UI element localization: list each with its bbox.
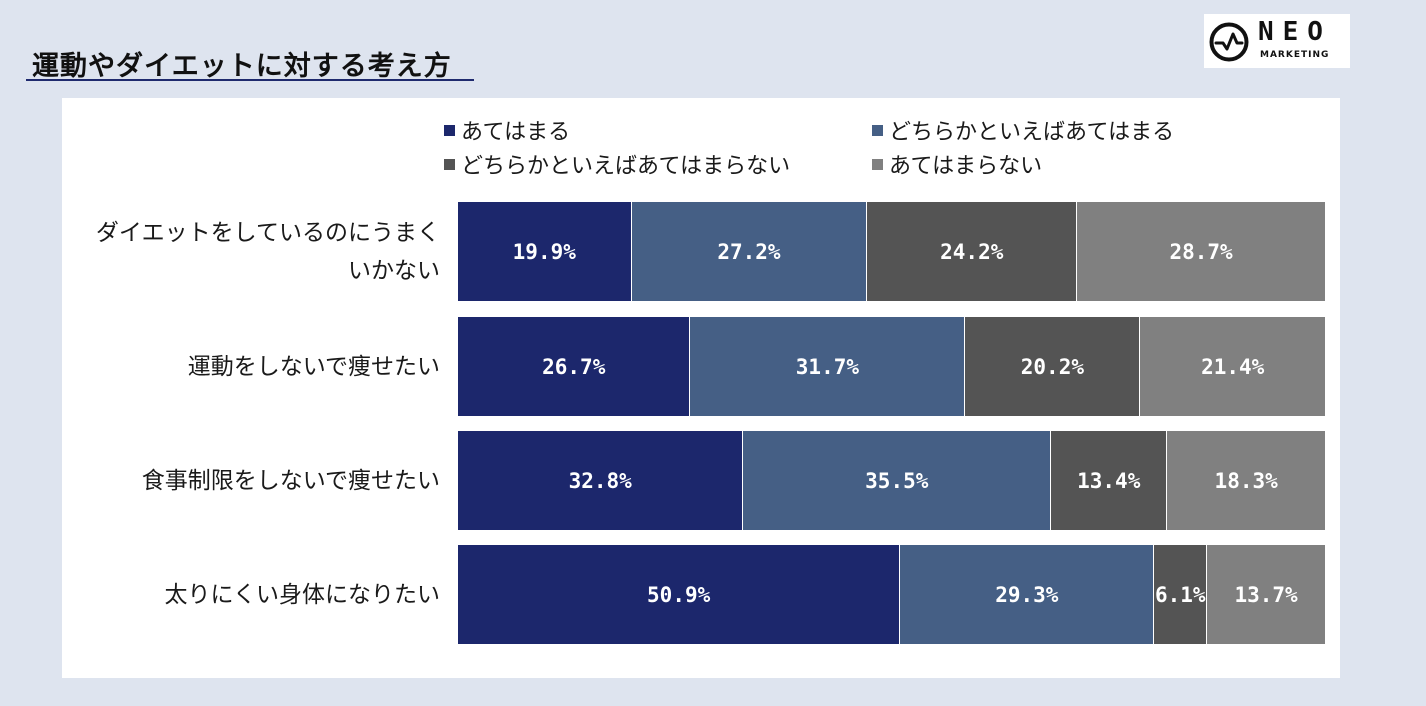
bar-segment: 18.3% <box>1166 431 1325 530</box>
bar-segment: 13.4% <box>1050 431 1167 530</box>
data-label: 26.7% <box>542 354 606 379</box>
logo-subtext: MARKETING <box>1260 50 1330 60</box>
category-label-line: いかない <box>348 257 440 284</box>
data-label: 19.9% <box>512 239 576 264</box>
bar-segment: 31.7% <box>689 317 965 416</box>
data-label: 27.2% <box>717 239 781 264</box>
data-label: 35.5% <box>865 468 929 493</box>
legend-item: どちらかといえばあてはまる <box>872 114 1174 146</box>
category-label-line: ダイエットをしているのにうまく <box>95 219 440 246</box>
legend-label: あてはまる <box>461 120 571 145</box>
page-title: 運動やダイエットに対する考え方 <box>32 51 452 82</box>
bar-segment: 50.9% <box>458 545 900 644</box>
data-label: 6.1% <box>1154 582 1206 607</box>
data-label: 28.7% <box>1169 239 1233 264</box>
neo-marketing-logo: NEO MARKETING <box>1204 14 1350 68</box>
chart-panel: あてはまる どちらかといえばあてはまるどちらかといえばあてはまらない あてはまらない… <box>62 98 1340 678</box>
legend-label: あてはまらない <box>889 154 1043 179</box>
bar-segment: 24.2% <box>866 202 1077 301</box>
category-label-line: 太りにくい身体になりたい <box>164 581 440 608</box>
category-label: 太りにくい身体になりたい <box>164 545 440 644</box>
data-label: 24.2% <box>940 239 1004 264</box>
bar-segment: 21.4% <box>1139 317 1325 416</box>
legend-swatch <box>872 158 883 170</box>
legend-swatch <box>444 124 455 136</box>
bar-segment: 19.9% <box>458 202 631 301</box>
legend-item: あてはまらない <box>872 148 1042 180</box>
data-label: 21.4% <box>1201 354 1265 379</box>
bar-segment: 29.3% <box>899 545 1154 644</box>
data-label: 29.3% <box>995 582 1059 607</box>
bar-segment: 20.2% <box>964 317 1140 416</box>
legend-swatch <box>872 124 883 136</box>
bar-segment: 32.8% <box>458 431 743 530</box>
data-label: 13.7% <box>1234 582 1298 607</box>
category-label-text: 太りにくい身体になりたい <box>164 576 440 614</box>
category-label-text: ダイエットをしているのにうまくいかない <box>96 214 440 290</box>
legend-swatch <box>444 158 455 170</box>
category-label-text: 食事制限をしないで痩せたい <box>142 462 440 500</box>
legend-item: あてはまる <box>444 114 570 146</box>
bar-segment: 28.7% <box>1076 202 1325 301</box>
category-label: 食事制限をしないで痩せたい <box>142 431 440 530</box>
data-label: 13.4% <box>1077 468 1141 493</box>
legend-label: どちらかといえばあてはまる <box>889 120 1175 145</box>
pulse-circle-icon <box>1209 22 1249 62</box>
category-label-text: 運動をしないで痩せたい <box>188 348 440 386</box>
data-label: 18.3% <box>1214 468 1278 493</box>
data-label: 31.7% <box>795 354 859 379</box>
category-label-line: 食事制限をしないで痩せたい <box>141 467 440 494</box>
legend-label: どちらかといえばあてはまらない <box>461 154 791 179</box>
bar-segment: 13.7% <box>1206 545 1325 644</box>
category-label: ダイエットをしているのにうまくいかない <box>96 202 440 301</box>
title-underline <box>26 79 474 81</box>
category-label: 運動をしないで痩せたい <box>188 317 440 416</box>
legend-item: どちらかといえばあてはまらない <box>444 148 790 180</box>
bar-segment: 6.1% <box>1153 545 1207 644</box>
category-label-line: 運動をしないで痩せたい <box>187 353 440 380</box>
bar-segment: 35.5% <box>742 431 1051 530</box>
data-label: 32.8% <box>568 468 632 493</box>
logo-wordmark: NEO <box>1258 17 1332 47</box>
data-label: 20.2% <box>1020 354 1084 379</box>
bar-segment: 27.2% <box>630 202 867 301</box>
bar-segment: 26.7% <box>458 317 690 416</box>
data-label: 50.9% <box>647 582 711 607</box>
